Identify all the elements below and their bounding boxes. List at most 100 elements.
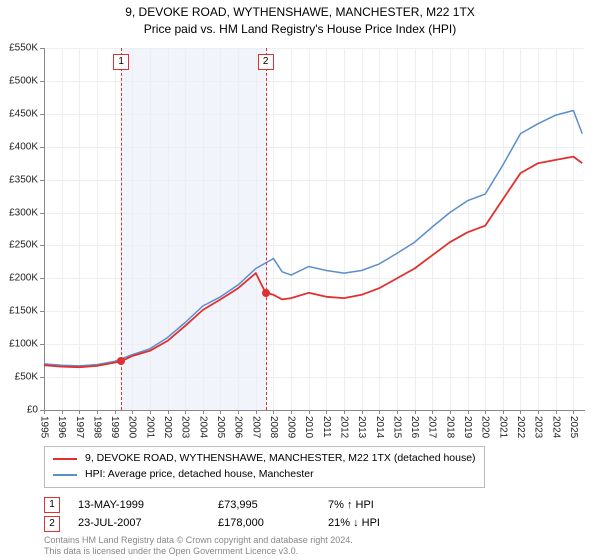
transaction-price: £73,995 [218,496,328,515]
x-tick [485,410,486,414]
transactions-table: 1 13-MAY-1999£73,9957% ↑ HPI 2 23-JUL-2007£… [44,496,582,533]
x-axis-label: 2014 [374,416,385,438]
transaction-date: 23-JUL-2007 [78,514,218,533]
x-tick [344,410,345,414]
transaction-delta: 21% ↓ HPI [328,514,380,533]
legend-box: 9, DEVOKE ROAD, WYTHENSHAWE, MANCHESTER,… [44,446,485,488]
x-axis-label: 2024 [550,416,561,438]
x-tick [44,410,45,414]
chart-area: 12 £0£50K£100K£150K£200K£250K£300K£350K£… [44,48,584,410]
x-tick [573,410,574,414]
x-axis-label: 1997 [74,416,85,438]
chart-title: 9, DEVOKE ROAD, WYTHENSHAWE, MANCHESTER,… [0,0,600,38]
x-tick [538,410,539,414]
x-axis-label: 1995 [39,416,50,438]
hpi-line [44,111,582,366]
legend-row: HPI: Average price, detached house, Manc… [53,467,476,483]
x-axis-label: 2002 [162,416,173,438]
x-axis-label: 2015 [391,416,402,438]
x-axis-label: 2000 [127,416,138,438]
x-axis-label: 1996 [56,416,67,438]
attribution-line1: Contains HM Land Registry data © Crown c… [44,535,353,547]
property-line [44,157,582,368]
x-tick [556,410,557,414]
transaction-number: 1 [44,497,60,513]
title-line2: Price paid vs. HM Land Registry's House … [0,21,600,38]
legend-label: 9, DEVOKE ROAD, WYTHENSHAWE, MANCHESTER,… [85,451,476,467]
x-tick [520,410,521,414]
x-tick [397,410,398,414]
x-axis-label: 2025 [568,416,579,438]
attribution: Contains HM Land Registry data © Crown c… [44,535,353,558]
y-axis-label: £550K [9,43,38,54]
y-axis-label: £450K [9,108,38,119]
x-tick [432,410,433,414]
y-tick [40,377,44,378]
x-tick [309,410,310,414]
transaction-number: 2 [44,516,60,532]
x-tick [220,410,221,414]
x-tick [97,410,98,414]
y-axis-label: £100K [9,339,38,350]
y-axis-label: £400K [9,141,38,152]
x-axis-label: 2008 [268,416,279,438]
y-tick [40,180,44,181]
y-axis-label: £500K [9,75,38,86]
x-axis-label: 2016 [409,416,420,438]
x-tick [185,410,186,414]
x-axis-label: 2019 [462,416,473,438]
y-axis-label: £150K [9,306,38,317]
x-axis-label: 2005 [215,416,226,438]
x-tick [503,410,504,414]
x-tick [132,410,133,414]
legend-label: HPI: Average price, detached house, Manc… [85,467,314,483]
x-tick [79,410,80,414]
legend-row: 9, DEVOKE ROAD, WYTHENSHAWE, MANCHESTER,… [53,451,476,467]
x-tick [256,410,257,414]
y-tick [40,114,44,115]
x-tick [415,410,416,414]
transaction-date: 13-MAY-1999 [78,496,218,515]
y-tick [40,213,44,214]
legend-block: 9, DEVOKE ROAD, WYTHENSHAWE, MANCHESTER,… [44,446,582,533]
x-tick [150,410,151,414]
transaction-marker-label: 2 [258,54,274,70]
y-axis-label: £250K [9,240,38,251]
x-axis-label: 2018 [444,416,455,438]
transaction-row: 1 13-MAY-1999£73,9957% ↑ HPI [44,496,582,515]
x-axis-label: 1999 [109,416,120,438]
transaction-delta: 7% ↑ HPI [328,496,374,515]
x-tick [326,410,327,414]
x-tick [115,410,116,414]
x-axis-label: 1998 [91,416,102,438]
x-axis-label: 2004 [197,416,208,438]
transaction-marker-dot [117,357,125,365]
x-tick [468,410,469,414]
x-axis-label: 2007 [250,416,261,438]
x-axis-label: 2020 [480,416,491,438]
title-line1: 9, DEVOKE ROAD, WYTHENSHAWE, MANCHESTER,… [0,4,600,21]
x-axis-label: 2013 [356,416,367,438]
transaction-row: 2 23-JUL-2007£178,00021% ↓ HPI [44,514,582,533]
transaction-price: £178,000 [218,514,328,533]
y-axis-label: £350K [9,174,38,185]
x-tick [273,410,274,414]
x-tick [238,410,239,414]
x-tick [203,410,204,414]
x-axis-label: 2021 [497,416,508,438]
x-axis-label: 2010 [303,416,314,438]
x-tick [362,410,363,414]
y-axis-label: £50K [15,372,38,383]
x-tick [379,410,380,414]
transaction-marker-line [266,48,267,410]
chart-lines [44,48,584,410]
x-axis-label: 2009 [286,416,297,438]
x-axis-label: 2011 [321,416,332,438]
transaction-marker-dot [262,289,270,297]
x-axis-label: 2003 [180,416,191,438]
transaction-marker-label: 1 [113,54,129,70]
x-axis-label: 2017 [427,416,438,438]
y-tick [40,81,44,82]
y-axis-label: £300K [9,207,38,218]
x-axis-label: 2023 [533,416,544,438]
